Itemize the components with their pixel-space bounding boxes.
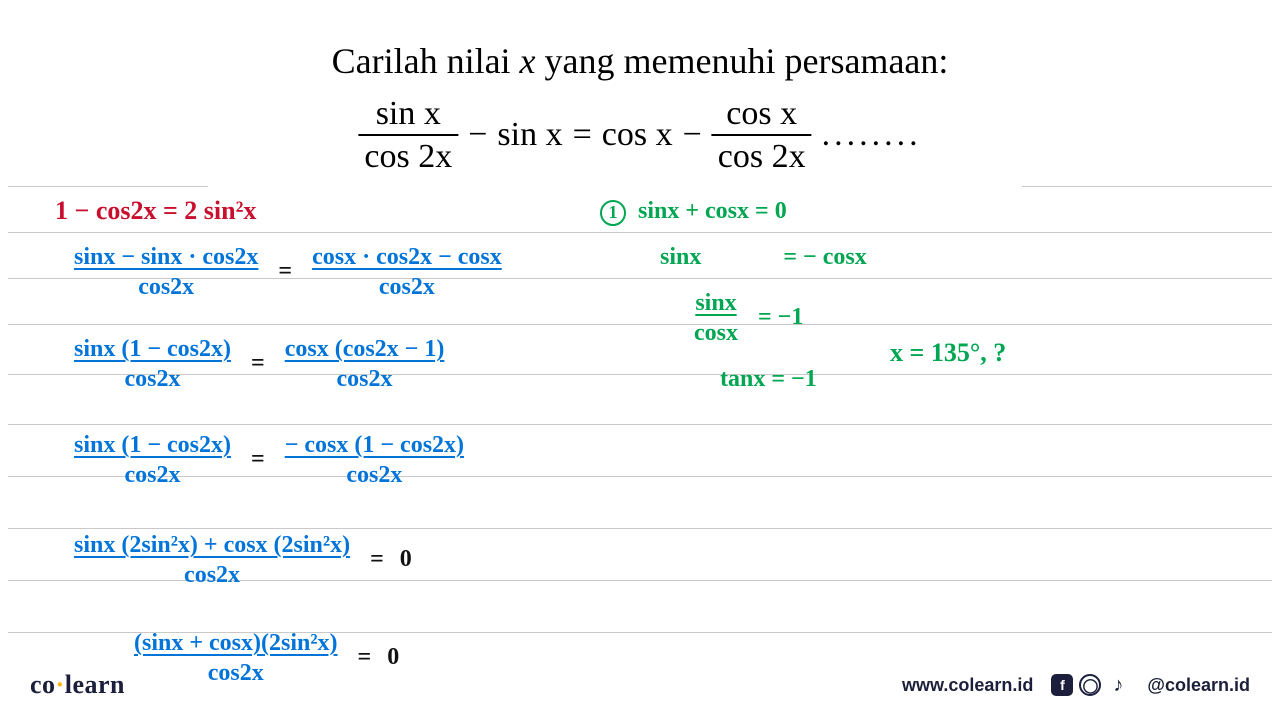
step1-rhs-num: cosx · cos2x − cosx — [308, 244, 506, 272]
case1-l2l: sinx — [660, 244, 701, 270]
footer-right: www.colearn.id f ◯ ♪ @colearn.id — [902, 674, 1250, 696]
term-sinx: sin x — [497, 116, 562, 154]
step1-lhs: sinx − sinx · cos2x cos2x — [70, 244, 262, 301]
op-minus-2: − — [683, 116, 702, 154]
case1-frac-inner: sinx cosx — [690, 290, 742, 347]
step5-lhs-num: (sinx + cosx)(2sin²x) — [130, 630, 342, 658]
step4-lhs-num: sinx (2sin²x) + cosx (2sin²x) — [70, 532, 354, 560]
footer: co·learn www.colearn.id f ◯ ♪ @colearn.i… — [0, 670, 1280, 700]
facebook-icon[interactable]: f — [1051, 674, 1073, 696]
step3-rhs-den: cos2x — [342, 460, 406, 488]
case1-tan: tanx = −1 — [720, 366, 817, 393]
step1-eq: = — [278, 258, 292, 284]
step1-lhs-den: cos2x — [134, 272, 198, 300]
step2: sinx (1 − cos2x) cos2x = cosx (cos2x − 1… — [70, 336, 448, 393]
instagram-icon[interactable]: ◯ — [1079, 674, 1101, 696]
step4-eq: = — [370, 546, 384, 572]
step3-rhs: − cosx (1 − cos2x) cos2x — [281, 432, 468, 489]
tiktok-icon[interactable]: ♪ — [1107, 674, 1129, 696]
title-prefix: Carilah nilai — [332, 41, 520, 81]
case1-eq1: sinx + cosx = 0 — [638, 198, 787, 224]
brand-dot-icon: · — [56, 670, 65, 699]
problem-title: Carilah nilai x yang memenuhi persamaan: — [332, 40, 949, 82]
fraction-1: sin x cos 2x — [358, 95, 458, 176]
step3-eq: = — [251, 446, 265, 472]
step1-rhs: cosx · cos2x − cosx cos2x — [308, 244, 506, 301]
brand-pre: co — [30, 670, 56, 699]
case1-number-icon: 1 — [600, 200, 626, 226]
op-minus-1: − — [468, 116, 487, 154]
step4-lhs-den: cos2x — [180, 560, 244, 588]
case1-frac: sinx cosx = −1 — [690, 290, 803, 347]
step2-eq: = — [251, 350, 265, 376]
frac1-num: sin x — [370, 95, 447, 134]
step2-rhs-num: cosx (cos2x − 1) — [281, 336, 449, 364]
step1: sinx − sinx · cos2x cos2x = cosx · cos2x… — [70, 244, 506, 301]
op-eq: = — [573, 116, 592, 154]
step1-rhs-den: cos2x — [375, 272, 439, 300]
step3-rhs-num: − cosx (1 − cos2x) — [281, 432, 468, 460]
case1-frac-num: sinx — [691, 290, 740, 318]
frac2-num: cos x — [720, 95, 803, 134]
step2-lhs-den: cos2x — [121, 364, 185, 392]
fraction-2: cos x cos 2x — [712, 95, 812, 176]
title-suffix: yang memenuhi persamaan: — [536, 41, 949, 81]
footer-url[interactable]: www.colearn.id — [902, 675, 1033, 696]
title-var: x — [520, 41, 536, 81]
step3-lhs-num: sinx (1 − cos2x) — [70, 432, 235, 460]
problem-equation: sin x cos 2x − sin x = cos x − cos x cos… — [358, 95, 921, 176]
frac2-den: cos 2x — [712, 134, 812, 175]
step4: sinx (2sin²x) + cosx (2sin²x) cos2x = 0 — [70, 532, 412, 589]
step4-lhs: sinx (2sin²x) + cosx (2sin²x) cos2x — [70, 532, 354, 589]
step2-rhs: cosx (cos2x − 1) cos2x — [281, 336, 449, 393]
case1-line1: 1 sinx + cosx = 0 — [600, 198, 787, 226]
step2-lhs-num: sinx (1 − cos2x) — [70, 336, 235, 364]
page: Carilah nilai x yang memenuhi persamaan:… — [0, 0, 1280, 720]
step2-lhs: sinx (1 − cos2x) cos2x — [70, 336, 235, 393]
step3-lhs: sinx (1 − cos2x) cos2x — [70, 432, 235, 489]
dots: ........ — [822, 116, 922, 154]
social-icons: f ◯ ♪ — [1051, 674, 1129, 696]
step3: sinx (1 − cos2x) cos2x = − cosx (1 − cos… — [70, 432, 468, 489]
step2-rhs-den: cos2x — [333, 364, 397, 392]
step3-lhs-den: cos2x — [121, 460, 185, 488]
case1-answer: x = 135°, ? — [890, 338, 1006, 368]
case1-l2r: = − cosx — [783, 244, 866, 270]
case1-frac-den: cosx — [690, 318, 742, 346]
step4-rhs: 0 — [400, 546, 412, 572]
case1-line2: sinx = − cosx — [660, 244, 867, 271]
brand-logo: co·learn — [30, 670, 125, 700]
identity-text: 1 − cos2x = 2 sin²x — [55, 196, 256, 226]
footer-handle[interactable]: @colearn.id — [1147, 675, 1250, 696]
brand-post: learn — [65, 670, 125, 699]
frac1-den: cos 2x — [358, 134, 458, 175]
step1-lhs-num: sinx − sinx · cos2x — [70, 244, 262, 272]
term-cosx: cos x — [602, 116, 673, 154]
step5-rhs: 0 — [387, 644, 399, 670]
step5-eq: = — [358, 644, 372, 670]
case1-frac-rhs: = −1 — [758, 304, 803, 330]
